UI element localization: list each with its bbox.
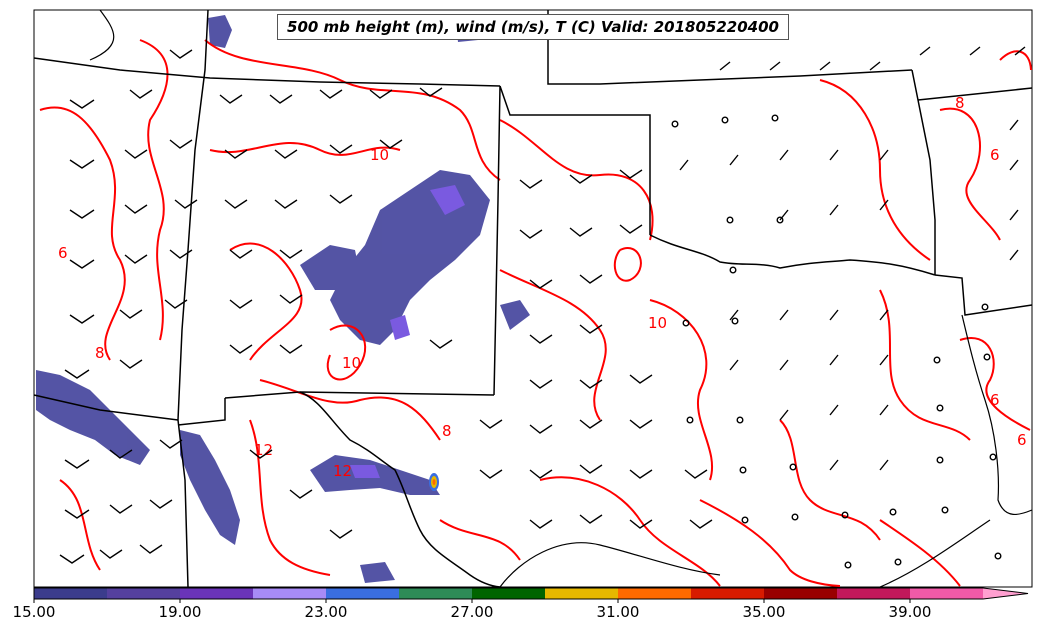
colorbar-segment [764,588,837,599]
colorbar-tick-label: 19.00 [158,603,202,621]
colorbar-segment [399,588,472,599]
contour-label: 10 [370,146,389,164]
colorbar-tick-label: 27.00 [450,603,494,621]
state-borders [33,9,1033,588]
colorbar-segment [34,588,107,599]
colorbar-tick-label: 35.00 [742,603,786,621]
colorbar-tick-label: 31.00 [596,603,640,621]
contour-label: 8 [442,422,452,440]
precip-core [350,185,465,478]
colorbar-tick-label: 39.00 [888,603,932,621]
calm-wind-markers [671,114,1002,569]
colorbar-segment [107,588,180,599]
map-title: 500 mb height (m), wind (m/s), T (C) Val… [277,14,789,40]
coastline [89,9,1033,588]
colorbar-segment [180,588,253,599]
contour-label: 6 [58,244,68,262]
colorbar-segment [837,588,910,599]
contour-label: 12 [254,441,273,459]
colorbar-tick-label: 23.00 [304,603,348,621]
colorbar-segment [691,588,764,599]
contour-label: 6 [1017,431,1027,449]
international-border [299,391,501,588]
precip-hotspot [429,473,439,491]
contour-label: 8 [955,94,965,112]
colorbar-segment [910,588,983,599]
contour-label: 8 [95,344,105,362]
colorbar-tick-label: 15.00 [12,603,56,621]
contour-label-group: 6 8 10 10 12 12 8 6 6 6 10 8 [58,94,1027,480]
contour-label: 10 [648,314,667,332]
colorbar-segment [618,588,691,599]
contour-label: 6 [990,146,1000,164]
colorbar-segment [253,588,326,599]
contour-label: 10 [342,354,361,372]
contour-label: 6 [990,391,1000,409]
colorbar-segment [326,588,399,599]
colorbar-outline [33,587,1029,600]
colorbar-segment [545,588,618,599]
contour-label: 12 [333,462,352,480]
colorbar-extend-arrow [983,588,1028,599]
wind-barbs [59,46,1026,564]
colorbar-segment [472,588,545,599]
colorbar [33,587,1029,603]
